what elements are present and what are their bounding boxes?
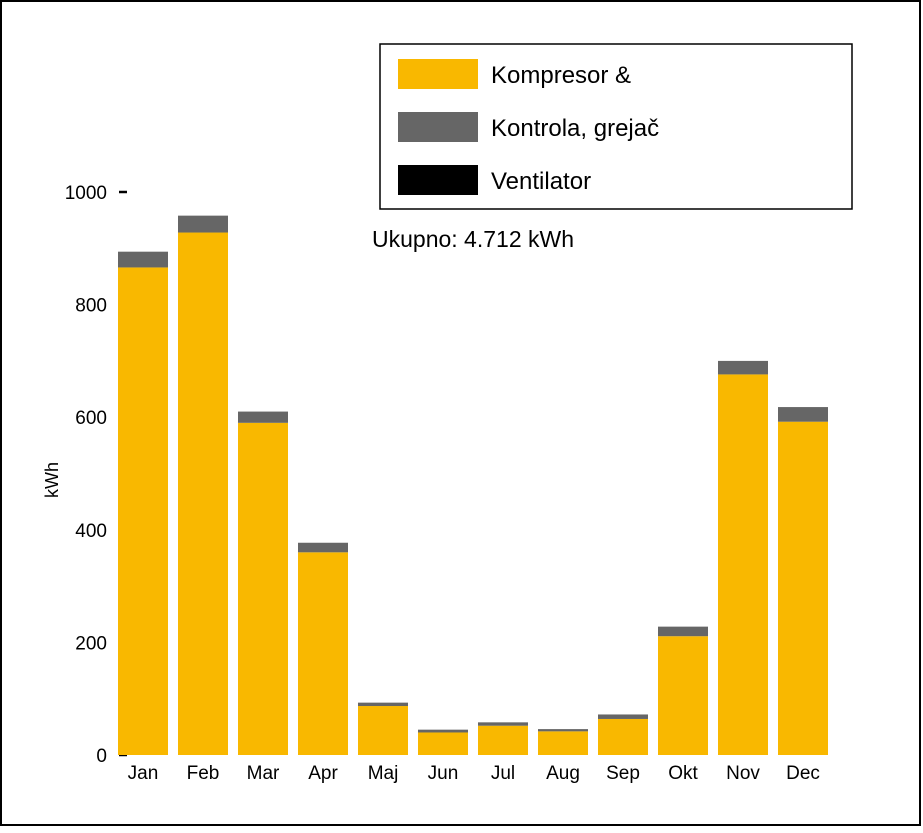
y-axis-label: kWh <box>42 462 62 498</box>
bar-segment-okt-1 <box>658 626 708 637</box>
total-annotation: Ukupno: 4.712 kWh <box>372 226 574 252</box>
bar-segment-jan-1 <box>118 251 168 268</box>
bar-segment-feb-0 <box>178 232 228 755</box>
bar-segment-apr-0 <box>298 552 348 755</box>
bar-segment-jul-1 <box>478 722 528 726</box>
bar-segment-sep-0 <box>598 718 648 755</box>
bar-segment-maj-0 <box>358 706 408 755</box>
legend: Kompresor & Kontrola, grejač Ventilator <box>379 43 853 210</box>
y-tick-label: 1000 <box>65 183 107 204</box>
bar-segment-nov-0 <box>718 374 768 755</box>
bar-segment-jun-0 <box>418 732 468 755</box>
bar-segment-aug-1 <box>538 729 588 732</box>
legend-label: Kontrola, grejač <box>491 115 659 142</box>
x-tick-label: Mar <box>247 763 280 784</box>
bar-segment-dec-1 <box>778 407 828 422</box>
x-tick-label: Aug <box>546 763 580 784</box>
bar-segment-mar-0 <box>238 422 288 755</box>
bar-segment-apr-1 <box>298 542 348 553</box>
bar-segment-mar-1 <box>238 411 288 423</box>
x-tick-label: Apr <box>308 763 338 784</box>
bar-segment-dec-0 <box>778 421 828 755</box>
x-tick-label: Jan <box>128 763 159 784</box>
legend-label: Kompresor & <box>491 62 631 89</box>
legend-swatch <box>398 59 478 89</box>
bar-segment-sep-1 <box>598 714 648 719</box>
bar-segment-jan-0 <box>118 267 168 755</box>
y-tick-label: 200 <box>75 633 107 654</box>
bar-segment-okt-0 <box>658 636 708 755</box>
legend-swatch <box>398 165 478 195</box>
x-tick-label: Jun <box>428 763 459 784</box>
bar-group <box>118 215 828 755</box>
x-tick-label: Okt <box>668 763 698 784</box>
bar-segment-jul-0 <box>478 725 528 755</box>
x-tick-label: Sep <box>606 763 640 784</box>
bar-segment-jun-1 <box>418 729 468 733</box>
x-tick-label: Nov <box>726 763 760 784</box>
bar-segment-aug-0 <box>538 731 588 755</box>
legend-label: Ventilator <box>491 168 591 195</box>
y-tick-label: 0 <box>96 746 107 767</box>
legend-swatch <box>398 112 478 142</box>
bar-segment-feb-1 <box>178 215 228 233</box>
bar-segment-maj-1 <box>358 702 408 707</box>
x-tick-label: Feb <box>187 763 220 784</box>
x-axis: Jan Feb Mar Apr Maj Jun Jul Aug Sep Okt Nov Dec <box>128 763 820 784</box>
y-tick-label: 600 <box>75 408 107 429</box>
x-tick-label: Jul <box>491 763 515 784</box>
y-tick-label: 400 <box>75 521 107 542</box>
x-tick-label: Maj <box>368 763 399 784</box>
y-tick-label: 800 <box>75 296 107 317</box>
bar-segment-nov-1 <box>718 360 768 375</box>
x-tick-label: Dec <box>786 763 820 784</box>
